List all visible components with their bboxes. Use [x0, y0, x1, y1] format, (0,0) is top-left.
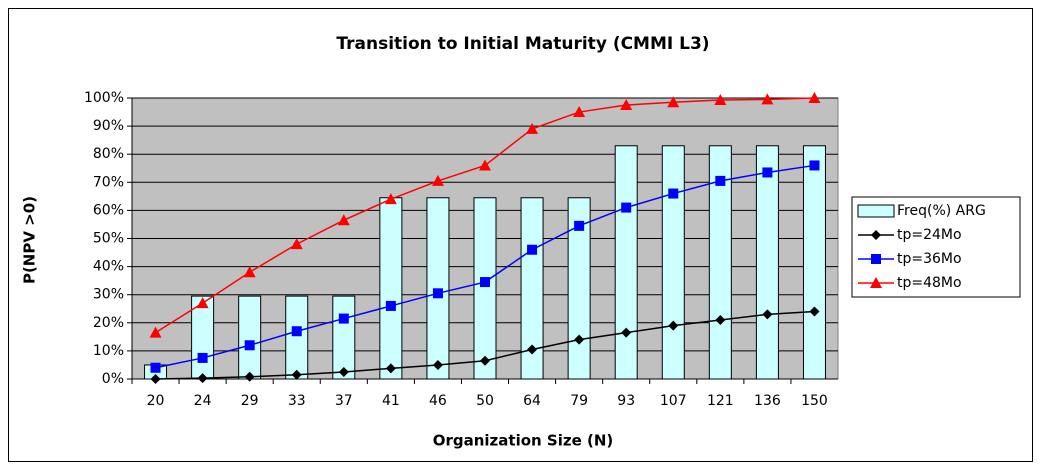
- y-tick-label: 90%: [93, 118, 124, 134]
- x-tick-label: 121: [707, 393, 734, 409]
- x-tick-label: 37: [335, 393, 353, 409]
- bar: [802, 145, 826, 380]
- marker: [762, 167, 773, 178]
- y-tick-label: 0%: [102, 371, 124, 387]
- y-tick-label: 30%: [93, 287, 124, 303]
- marker: [809, 160, 820, 171]
- marker: [480, 355, 490, 366]
- marker: [762, 309, 773, 320]
- y-tick-label: 50%: [93, 231, 124, 247]
- marker: [196, 297, 209, 309]
- marker: [384, 193, 397, 205]
- y-tick-label: 60%: [93, 202, 124, 218]
- marker: [432, 359, 443, 370]
- x-tick-label: 24: [194, 393, 212, 409]
- x-tick-label: 150: [801, 393, 828, 409]
- x-tick-label: 29: [241, 393, 259, 409]
- legend-swatch: [857, 204, 895, 218]
- bar: [379, 197, 403, 380]
- marker: [432, 288, 443, 299]
- legend-label: Freq(%) ARG: [897, 203, 986, 219]
- y-tick-label: 10%: [93, 343, 124, 359]
- x-tick-label: 136: [754, 393, 781, 409]
- bar: [520, 197, 544, 380]
- x-tick-label: 46: [429, 393, 447, 409]
- bar: [238, 295, 262, 380]
- marker: [197, 373, 208, 384]
- marker: [808, 92, 821, 103]
- marker: [337, 214, 350, 226]
- marker: [761, 93, 774, 105]
- marker: [385, 300, 396, 311]
- marker: [197, 352, 208, 363]
- marker: [527, 244, 538, 255]
- x-tick-label: 64: [523, 393, 541, 409]
- bar: [755, 145, 779, 380]
- legend-label: tp=48Mo: [897, 275, 962, 291]
- marker: [385, 363, 396, 374]
- marker: [338, 313, 349, 324]
- y-tick-label: 20%: [93, 315, 124, 331]
- y-tick-label: 100%: [84, 90, 124, 106]
- legend-marker: [871, 254, 881, 264]
- legend-label: tp=36Mo: [897, 251, 962, 267]
- marker: [667, 96, 680, 108]
- legend-label: tp=24Mo: [897, 227, 962, 243]
- marker: [243, 266, 256, 278]
- marker: [244, 371, 255, 382]
- bar: [285, 295, 309, 380]
- marker: [668, 188, 679, 199]
- marker: [715, 175, 726, 186]
- legend-marker: [870, 277, 882, 288]
- marker: [338, 366, 349, 377]
- marker: [150, 362, 161, 373]
- x-tick-label: 20: [147, 393, 165, 409]
- marker: [480, 277, 490, 288]
- x-tick-label: 79: [570, 393, 588, 409]
- x-tick-label: 93: [617, 393, 635, 409]
- marker: [149, 326, 162, 338]
- marker: [574, 220, 585, 231]
- x-tick-label: 33: [288, 393, 306, 409]
- marker: [809, 306, 820, 317]
- x-tick-label: 41: [382, 393, 400, 409]
- bar: [567, 197, 591, 380]
- x-tick-label: 107: [660, 393, 687, 409]
- marker: [526, 122, 539, 134]
- y-axis-title: P(NPV >0): [21, 196, 39, 284]
- bar: [473, 197, 497, 380]
- marker: [620, 99, 633, 111]
- marker: [527, 344, 538, 355]
- marker: [714, 93, 727, 105]
- marker: [291, 369, 302, 380]
- legend-marker: [871, 230, 881, 240]
- y-tick-label: 80%: [93, 146, 124, 162]
- marker: [573, 106, 586, 118]
- marker: [290, 238, 303, 250]
- marker: [668, 320, 679, 331]
- y-tick-label: 40%: [93, 259, 124, 275]
- marker: [621, 202, 632, 213]
- marker: [244, 340, 255, 351]
- y-tick-label: 70%: [93, 174, 124, 190]
- bar: [661, 145, 685, 380]
- marker: [150, 374, 161, 384]
- marker: [431, 174, 444, 186]
- marker: [574, 334, 585, 345]
- marker: [621, 327, 632, 338]
- marker: [291, 326, 302, 337]
- x-axis-title: Organization Size (N): [433, 432, 614, 450]
- x-tick-label: 50: [476, 393, 494, 409]
- bar: [332, 295, 356, 380]
- marker: [715, 314, 726, 325]
- marker: [479, 159, 491, 171]
- chart-title: Transition to Initial Maturity (CMMI L3): [336, 34, 709, 54]
- bar: [614, 145, 638, 380]
